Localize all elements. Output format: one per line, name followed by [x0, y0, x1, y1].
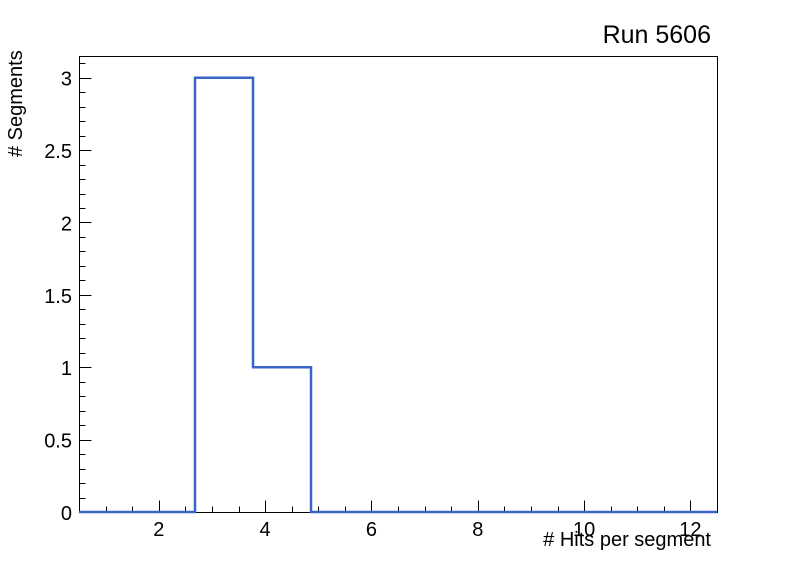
y-tick-label: 1.5 — [44, 286, 72, 308]
y-tick-label: 3 — [61, 69, 72, 91]
x-tick-label: 4 — [260, 519, 271, 541]
x-axis-title: # Hits per segment — [543, 529, 711, 551]
histogram-line — [79, 76, 717, 514]
x-tick-label: 10 — [573, 519, 595, 541]
x-tick-label: 6 — [366, 519, 377, 541]
y-axis-title: # Segments — [5, 50, 27, 157]
x-tick-label: 2 — [153, 519, 164, 541]
y-tick-label: 0 — [61, 503, 72, 525]
y-tick-label: 2 — [61, 213, 72, 235]
x-tick-label: 8 — [472, 519, 483, 541]
y-tick-label: 1 — [61, 358, 72, 380]
plot-title: Run 5606 — [602, 21, 711, 49]
y-tick-label: 2.5 — [44, 141, 72, 163]
x-tick-label: 12 — [679, 519, 701, 541]
y-tick-label: 0.5 — [44, 431, 72, 453]
plot-frame — [79, 56, 718, 513]
